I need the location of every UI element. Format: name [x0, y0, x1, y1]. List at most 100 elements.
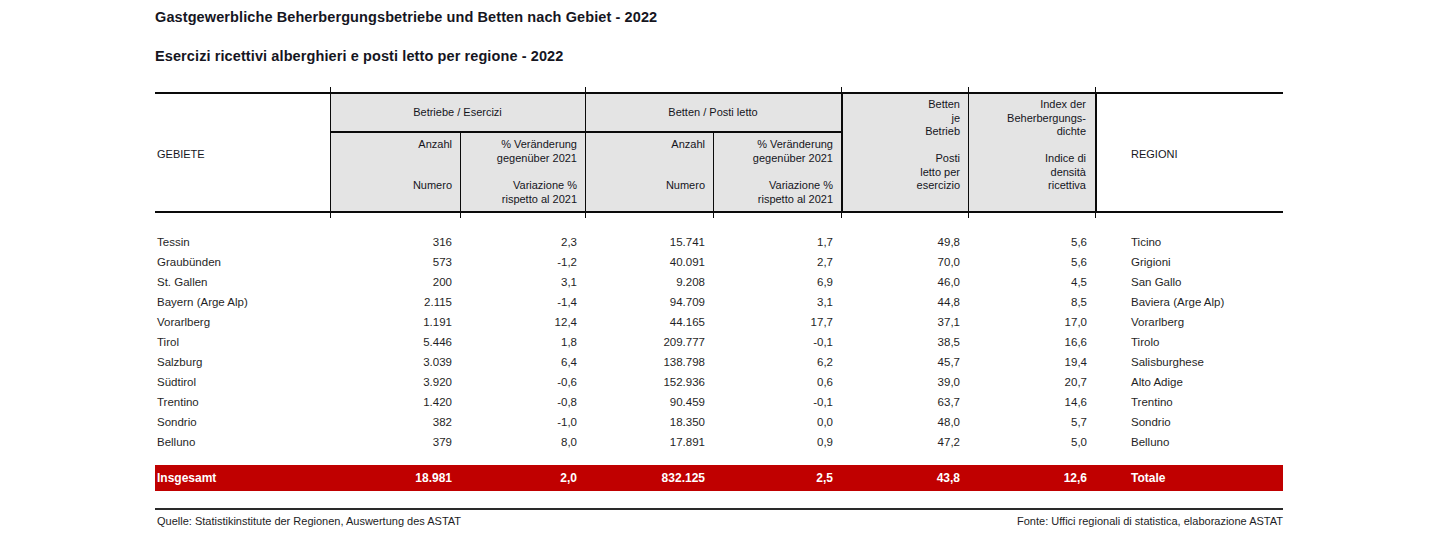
- tick-mark: [585, 87, 586, 92]
- cell-betten-je: 70,0: [841, 256, 968, 268]
- subheader-pct2-de: % Veränderung gegenüber 2021: [713, 138, 833, 165]
- cell-index: 17,0: [968, 316, 1095, 328]
- cell-index: 14,6: [968, 396, 1095, 408]
- cell-betten: 17.891: [585, 436, 713, 448]
- subheader-anzahl-it: Numero: [330, 179, 452, 193]
- subheader-anzahl2-it: Numero: [585, 179, 705, 193]
- cell-betten: 18.350: [585, 416, 713, 428]
- cell-betriebe-pct: -0,6: [460, 376, 585, 388]
- cell-betten-pct: 2,7: [713, 256, 841, 268]
- cell-betriebe: 1.191: [330, 316, 460, 328]
- cell-index: 5,0: [968, 436, 1095, 448]
- total-betten: 832.125: [585, 471, 713, 485]
- cell-regione: Trentino: [1095, 396, 1283, 408]
- cell-betten-pct: 17,7: [713, 316, 841, 328]
- table-row: Bayern (Arge Alp) 2.115 -1,4 94.709 3,1 …: [155, 292, 1283, 312]
- cell-betriebe-pct: 8,0: [460, 436, 585, 448]
- cell-gebiet: Tessin: [155, 236, 330, 248]
- cell-betten-pct: -0,1: [713, 336, 841, 348]
- tick-mark: [841, 213, 842, 218]
- cell-betten-pct: 0,0: [713, 416, 841, 428]
- cell-gebiet: Vorarlberg: [155, 316, 330, 328]
- table-row: Südtirol 3.920 -0,6 152.936 0,6 39,0 20,…: [155, 372, 1283, 392]
- cell-betriebe-pct: 3,1: [460, 276, 585, 288]
- cell-betten-pct: -0,1: [713, 396, 841, 408]
- cell-betten-je: 48,0: [841, 416, 968, 428]
- cell-betten-pct: 0,6: [713, 376, 841, 388]
- tick-mark: [330, 213, 331, 218]
- total-label-italian: Totale: [1095, 471, 1283, 485]
- cell-betten-je: 47,2: [841, 436, 968, 448]
- cell-betriebe: 3.920: [330, 376, 460, 388]
- total-row: Insgesamt 18.981 2,0 832.125 2,5 43,8 12…: [155, 465, 1283, 491]
- group-header-betriebe: Betriebe / Esercizi: [330, 106, 585, 120]
- tick-mark: [1095, 87, 1096, 92]
- cell-regione: Salisburghese: [1095, 356, 1283, 368]
- cell-betten-je: 45,7: [841, 356, 968, 368]
- tick-mark: [968, 213, 969, 218]
- cell-betten: 138.798: [585, 356, 713, 368]
- cell-regione: Belluno: [1095, 436, 1283, 448]
- cell-betten: 44.165: [585, 316, 713, 328]
- column-header-betten-je-betrieb-it: Posti letto per esercizio: [843, 152, 960, 193]
- cell-betten-pct: 0,9: [713, 436, 841, 448]
- cell-betten-pct: 3,1: [713, 296, 841, 308]
- cell-betten-pct: 6,9: [713, 276, 841, 288]
- cell-betriebe-pct: 2,3: [460, 236, 585, 248]
- tick-mark: [460, 213, 461, 218]
- total-betten-je: 43,8: [841, 471, 968, 485]
- cell-regione: Tirolo: [1095, 336, 1283, 348]
- table-body: Tessin 316 2,3 15.741 1,7 49,8 5,6 Ticin…: [155, 232, 1283, 452]
- statistical-table-page: Gastgewerbliche Beherbergungsbetriebe un…: [0, 0, 1440, 548]
- cell-betriebe: 200: [330, 276, 460, 288]
- table-row: St. Gallen 200 3,1 9.208 6,9 46,0 4,5 Sa…: [155, 272, 1283, 292]
- cell-betten-pct: 1,7: [713, 236, 841, 248]
- cell-betriebe-pct: 6,4: [460, 356, 585, 368]
- column-header-index-de: Index der Beherbergungs- dichte: [969, 98, 1086, 139]
- cell-betriebe: 316: [330, 236, 460, 248]
- cell-betriebe-pct: 12,4: [460, 316, 585, 328]
- cell-gebiet: Sondrio: [155, 416, 330, 428]
- cell-betriebe: 3.039: [330, 356, 460, 368]
- cell-regione: Grigioni: [1095, 256, 1283, 268]
- cell-betten-pct: 6,2: [713, 356, 841, 368]
- cell-index: 20,7: [968, 376, 1095, 388]
- table-row: Trentino 1.420 -0,8 90.459 -0,1 63,7 14,…: [155, 392, 1283, 412]
- subheader-pct-it: Variazione % rispetto al 2021: [460, 179, 577, 206]
- tick-mark: [585, 213, 586, 218]
- cell-betriebe: 2.115: [330, 296, 460, 308]
- cell-gebiet: Südtirol: [155, 376, 330, 388]
- cell-gebiet: Tirol: [155, 336, 330, 348]
- cell-betten: 94.709: [585, 296, 713, 308]
- header-bottom-rule: [155, 211, 1283, 213]
- cell-betten: 90.459: [585, 396, 713, 408]
- cell-betten-je: 46,0: [841, 276, 968, 288]
- table-row: Vorarlberg 1.191 12,4 44.165 17,7 37,1 1…: [155, 312, 1283, 332]
- source-note-german: Quelle: Statistikinstitute der Regionen,…: [157, 515, 461, 527]
- cell-index: 5,6: [968, 256, 1095, 268]
- cell-index: 8,5: [968, 296, 1095, 308]
- tick-mark: [841, 87, 842, 92]
- cell-betten: 209.777: [585, 336, 713, 348]
- page-title-italian: Esercizi ricettivi alberghieri e posti l…: [155, 48, 563, 64]
- cell-betriebe: 379: [330, 436, 460, 448]
- cell-betriebe: 1.420: [330, 396, 460, 408]
- cell-betten: 9.208: [585, 276, 713, 288]
- total-index: 12,6: [968, 471, 1095, 485]
- table-row: Salzburg 3.039 6,4 138.798 6,2 45,7 19,4…: [155, 352, 1283, 372]
- total-label-german: Insgesamt: [155, 471, 330, 485]
- table-row: Tessin 316 2,3 15.741 1,7 49,8 5,6 Ticin…: [155, 232, 1283, 252]
- subheader-pct2-it: Variazione % rispetto al 2021: [713, 179, 833, 206]
- table-row: Belluno 379 8,0 17.891 0,9 47,2 5,0 Bell…: [155, 432, 1283, 452]
- cell-gebiet: Bayern (Arge Alp): [155, 296, 330, 308]
- column-header-index-it: Indice di densità ricettiva: [969, 152, 1086, 193]
- cell-betten-je: 38,5: [841, 336, 968, 348]
- column-divider: [1095, 94, 1097, 211]
- total-betriebe: 18.981: [330, 471, 460, 485]
- column-header-betten-je-betrieb-de: Betten je Betrieb: [843, 98, 960, 139]
- source-note-italian: Fonte: Uffici regionali di statistica, e…: [1017, 515, 1283, 527]
- total-betten-pct: 2,5: [713, 471, 841, 485]
- cell-gebiet: Graubünden: [155, 256, 330, 268]
- cell-betriebe-pct: -1,4: [460, 296, 585, 308]
- column-header-gebiete: GEBIETE: [157, 148, 327, 162]
